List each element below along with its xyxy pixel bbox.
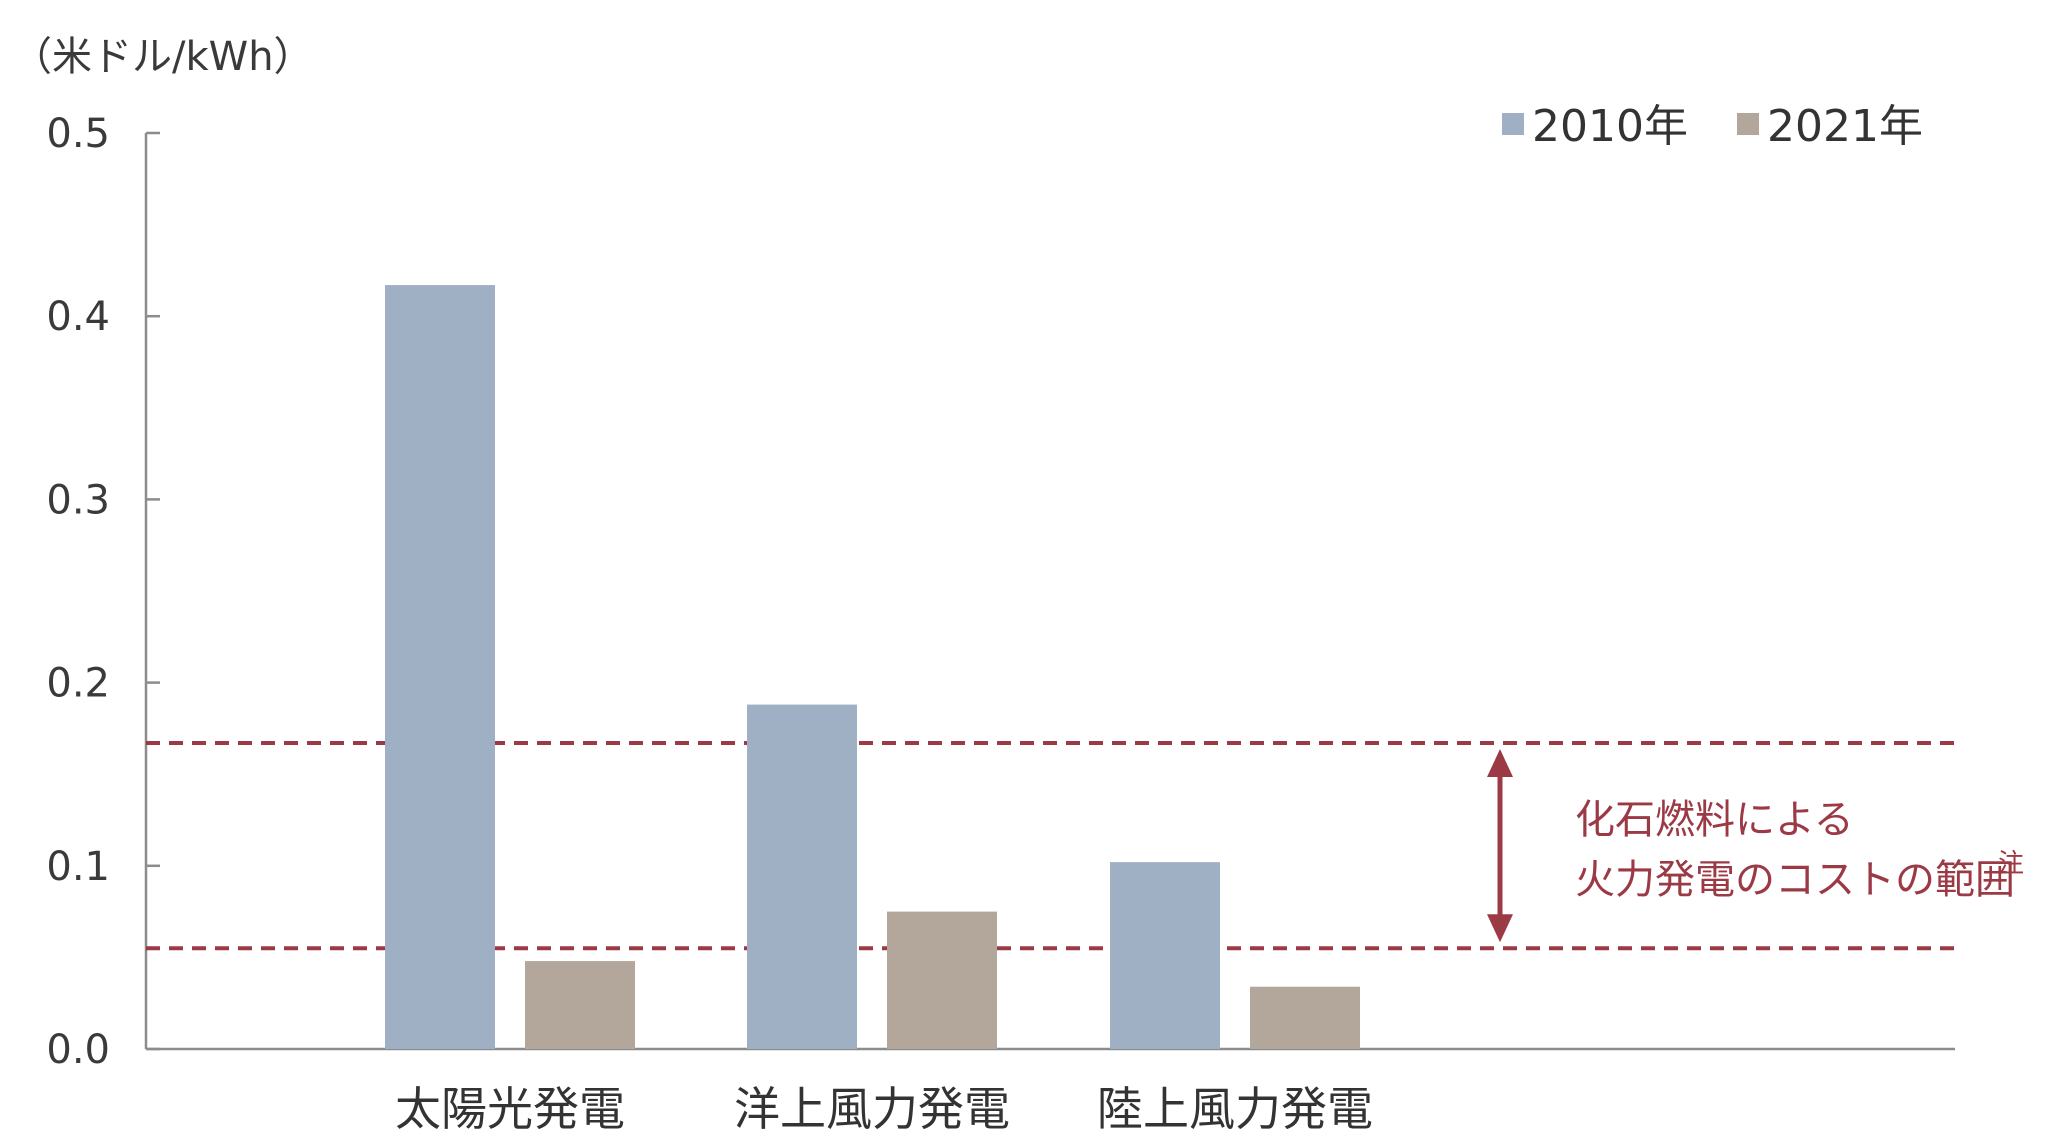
reference-label-line-2: 火力発電のコストの範囲 xyxy=(1575,857,2015,903)
legend-label-2: 2021年 xyxy=(1767,101,1923,152)
labels-layer: （米ドル/kWh） 0.0 0.1 0.2 0.3 0.4 0.5 太陽光発電 洋上風力発電 陸上… xyxy=(12,34,1373,1136)
legend: 2010年 2021年 xyxy=(1502,101,1923,152)
y-tick-label: 0.3 xyxy=(46,477,110,523)
reference-label-footnote-mark: 注 xyxy=(1998,849,2024,879)
legend-label-1: 2010年 xyxy=(1532,101,1688,152)
y-tick-label: 0.0 xyxy=(46,1027,110,1073)
y-tick-label: 0.4 xyxy=(46,294,110,340)
y-tick-label: 0.2 xyxy=(46,661,110,707)
legend-swatch-1 xyxy=(1502,113,1524,135)
x-category-label: 太陽光発電 xyxy=(395,1082,625,1136)
bars-layer xyxy=(385,285,1360,1049)
y-unit-label: （米ドル/kWh） xyxy=(12,34,314,80)
legend-swatch-2 xyxy=(1737,113,1759,135)
reference-label-line-1: 化石燃料による xyxy=(1575,797,1854,843)
y-tick-label: 0.5 xyxy=(46,111,110,157)
bar-series-2 xyxy=(887,911,997,1049)
bar-series-1 xyxy=(385,285,495,1049)
x-category-label: 洋上風力発電 xyxy=(734,1082,1010,1136)
reference-arrow-head-up xyxy=(1487,749,1513,778)
y-tick-label: 0.1 xyxy=(46,844,110,890)
bar-series-2 xyxy=(525,961,635,1049)
x-category-label: 陸上風力発電 xyxy=(1097,1082,1373,1136)
bar-series-2 xyxy=(1250,986,1360,1049)
bar-series-1 xyxy=(1110,862,1220,1049)
reference-arrow-head-down xyxy=(1487,914,1513,943)
bar-series-1 xyxy=(747,704,857,1049)
